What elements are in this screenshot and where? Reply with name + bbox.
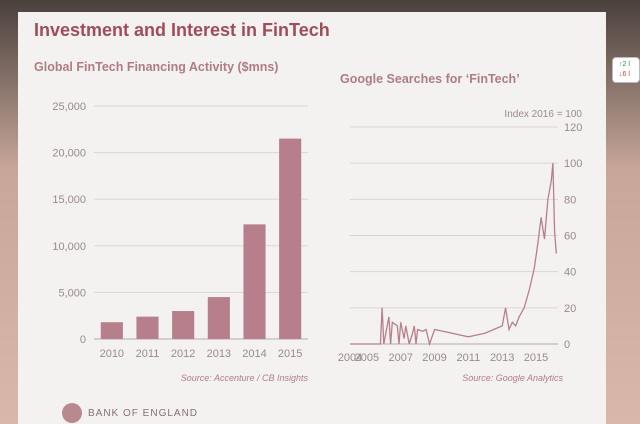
- line-ytick-label: 60: [564, 231, 576, 243]
- bar-ytick-label: 15,000: [52, 194, 86, 206]
- bar-ytick-label: 5,000: [58, 287, 86, 299]
- line-ytick-label: 80: [564, 194, 576, 206]
- footer-text: BANK OF ENGLAND: [88, 407, 199, 419]
- bar-xtick-label: 2015: [278, 348, 302, 360]
- line-ytick-label: 20: [564, 303, 576, 315]
- bar-ytick-label: 20,000: [52, 148, 86, 160]
- bar-xtick-label: 2012: [171, 348, 195, 360]
- bar: [279, 138, 302, 339]
- line-xtick-label: 2009: [422, 352, 446, 364]
- line-series: [350, 163, 557, 347]
- widget-down: ↓6 l: [619, 71, 630, 78]
- line-xtick-label: 2015: [524, 352, 548, 364]
- bar-ytick-label: 0: [80, 334, 86, 346]
- line-ytick-label: 100: [564, 158, 582, 170]
- bar-xtick-label: 2010: [100, 348, 124, 360]
- bar-xtick-label: 2011: [136, 348, 160, 360]
- bar-xtick-label: 2014: [242, 348, 266, 360]
- bar: [136, 316, 159, 339]
- widget-up: ↑2 l: [619, 61, 630, 68]
- bar: [172, 311, 195, 339]
- bar: [243, 224, 266, 339]
- line-source: Source: Google Analytics: [462, 373, 563, 383]
- line-axis-label: Index 2016 = 100: [504, 109, 582, 120]
- line-xtick-label: 2013: [490, 352, 514, 364]
- line-ytick-label: 120: [564, 122, 582, 134]
- line-ytick-label: 0: [564, 339, 570, 351]
- line-ytick-label: 40: [564, 267, 576, 279]
- bar-xtick-label: 2013: [207, 348, 231, 360]
- line-xtick-label: 2004: [338, 352, 362, 364]
- line-chart-title: Google Searches for ‘FinTech’: [340, 72, 520, 86]
- line-xtick-label: 2011: [457, 352, 481, 364]
- bar-chart-title: Global FinTech Financing Activity ($mns): [34, 60, 279, 74]
- bar: [100, 322, 123, 339]
- line-xtick-label: 2007: [388, 352, 412, 364]
- bar: [207, 297, 230, 339]
- bar-ytick-label: 10,000: [52, 241, 86, 253]
- bar-source: Source: Accenture / CB Insights: [181, 373, 309, 383]
- slide: [18, 12, 606, 424]
- bank-logo-icon: [62, 403, 82, 423]
- slide-title: Investment and Interest in FinTech: [34, 20, 330, 40]
- line-xtick-label: 2005: [355, 352, 379, 364]
- edge-widget[interactable]: ↑2 l ↓6 l: [612, 57, 640, 83]
- bar-ytick-label: 25,000: [52, 101, 86, 113]
- footer-brand: BANK OF ENGLAND: [62, 403, 198, 423]
